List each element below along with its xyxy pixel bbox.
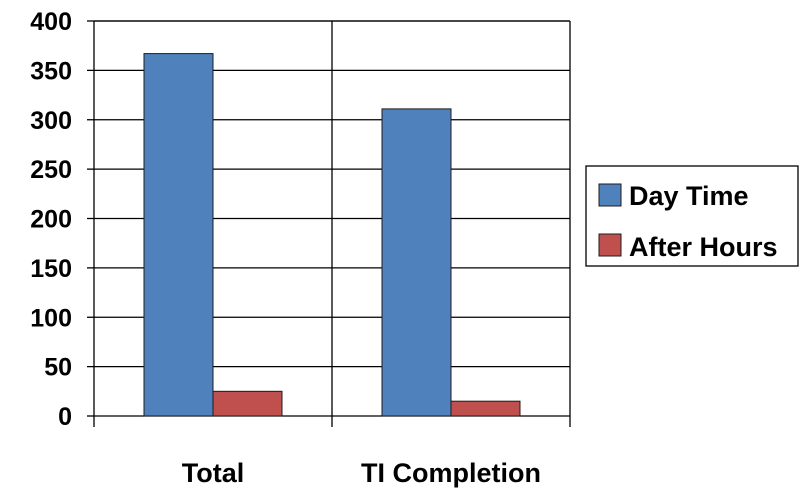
x-category-labels: Total TI Completion bbox=[182, 458, 541, 488]
y-tick-label: 250 bbox=[30, 156, 72, 184]
bar-day-time-ti-completion bbox=[381, 108, 452, 417]
x-category-label: TI Completion bbox=[361, 458, 541, 488]
legend-swatch-day-time bbox=[598, 183, 622, 207]
x-category-label: Total bbox=[182, 458, 245, 488]
legend-swatch-after-hours bbox=[598, 233, 622, 257]
bar-day-time-total bbox=[143, 53, 214, 417]
y-tick-label: 100 bbox=[30, 304, 72, 332]
y-tick-label: 300 bbox=[30, 107, 72, 135]
legend-label-day-time: Day Time bbox=[629, 181, 749, 211]
y-tick-label: 150 bbox=[30, 255, 72, 283]
y-tick-label: 350 bbox=[30, 57, 72, 85]
y-tick-label: 400 bbox=[30, 8, 72, 36]
bars bbox=[143, 53, 521, 417]
y-tick-label: 0 bbox=[58, 403, 72, 431]
legend: Day Time After Hours bbox=[585, 165, 799, 267]
y-tick-label: 50 bbox=[44, 354, 72, 382]
y-tick-labels: 0 50 100 150 200 250 300 350 400 bbox=[30, 8, 72, 431]
bar-after-hours-ti-completion bbox=[450, 400, 521, 417]
y-tick-label: 200 bbox=[30, 206, 72, 234]
bar-after-hours-total bbox=[212, 390, 283, 417]
legend-label-after-hours: After Hours bbox=[629, 232, 778, 262]
